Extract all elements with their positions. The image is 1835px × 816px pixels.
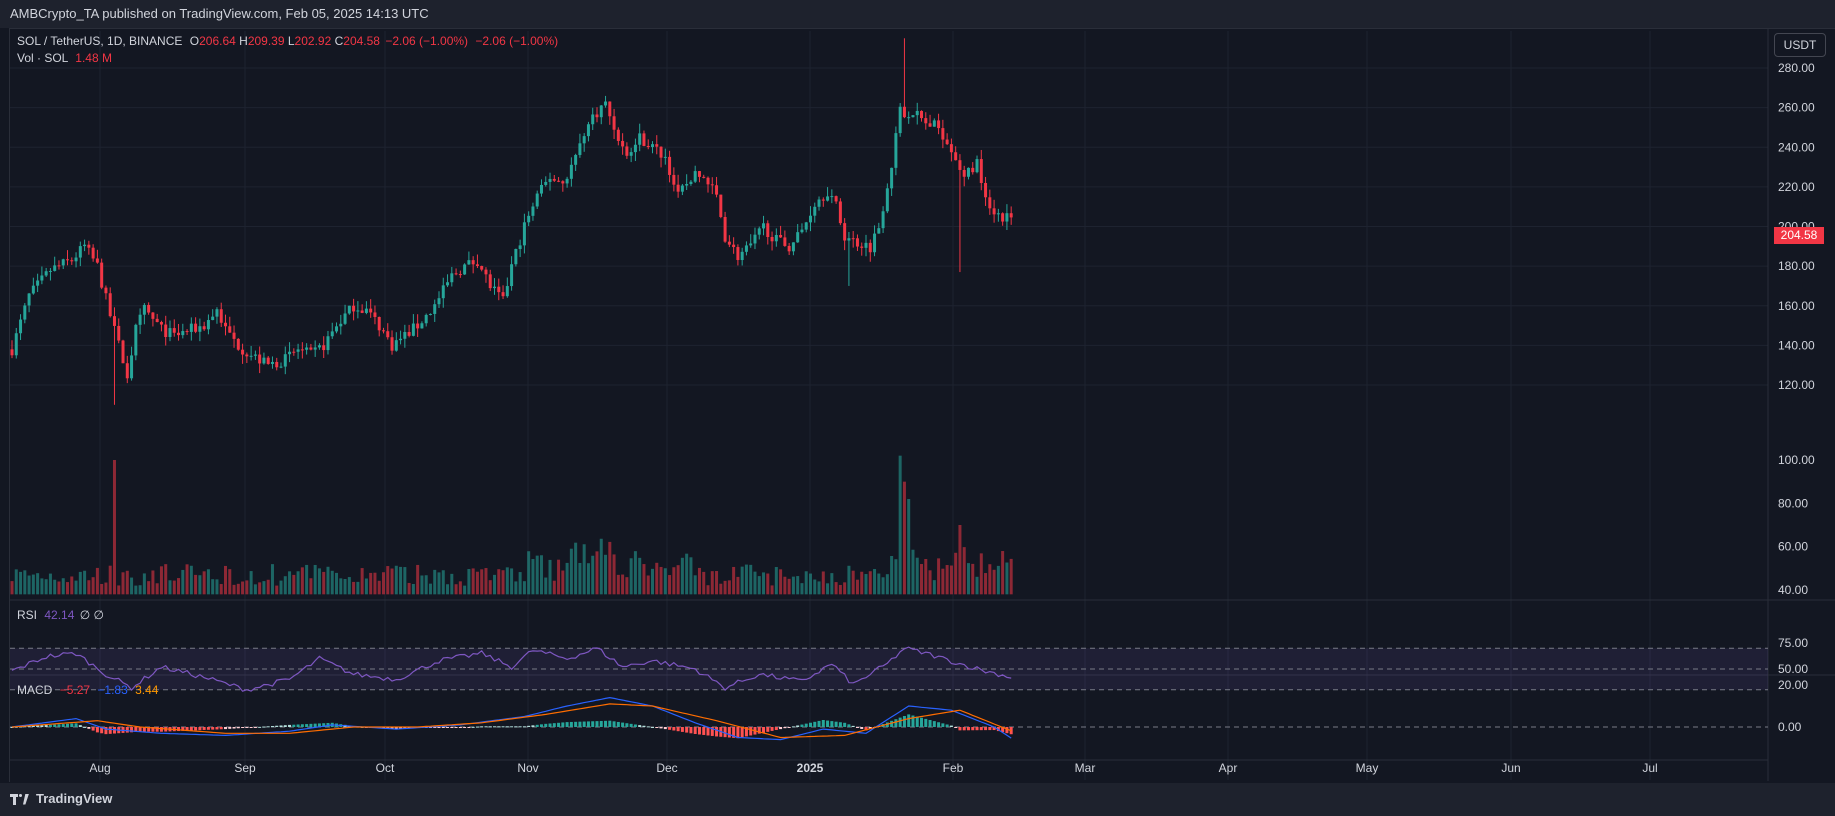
macd-signal-value: −1.83	[97, 683, 128, 697]
close-value: 204.58	[343, 34, 380, 48]
rsi-legend: RSI 42.14 ∅ ∅	[17, 608, 104, 622]
change-value: −2.06 (−1.00%)	[385, 34, 469, 48]
rsi-extra: ∅ ∅	[79, 608, 104, 622]
volume-label[interactable]: Vol · SOL	[17, 51, 68, 65]
high-label: H	[239, 34, 248, 48]
currency-button[interactable]: USDT	[1774, 33, 1826, 57]
footer-brand: TradingView	[36, 791, 113, 806]
symbol-label[interactable]: SOL / TetherUS, 1D, BINANCE	[17, 34, 183, 48]
publisher-bar: AMBCrypto_TA published on TradingView.co…	[0, 0, 1835, 28]
last-price-tag: 204.58	[1774, 227, 1824, 244]
change-value-2: −2.06 (−1.00%)	[475, 34, 559, 48]
low-label: L	[287, 34, 295, 48]
open-label: O	[189, 34, 200, 48]
chart-frame[interactable]	[9, 28, 1835, 782]
footer-bar: TradingView	[0, 783, 1835, 816]
volume-value: 1.48 M	[75, 51, 112, 65]
tradingview-logo-icon	[10, 792, 30, 806]
open-value: 206.64	[199, 34, 236, 48]
low-value: 202.92	[294, 34, 332, 48]
ohlc-legend: SOL / TetherUS, 1D, BINANCE O206.64 H209…	[17, 34, 558, 48]
high-value: 209.39	[247, 34, 285, 48]
macd-legend: MACD −5.27 −1.83 3.44	[17, 683, 158, 697]
volume-legend: Vol · SOL 1.48 M	[17, 51, 112, 65]
macd-value: −5.27	[59, 683, 91, 697]
macd-hist-value: 3.44	[135, 683, 159, 697]
rsi-label[interactable]: RSI	[17, 608, 38, 622]
rsi-value: 42.14	[44, 608, 75, 622]
tradingview-logo[interactable]: TradingView	[10, 791, 112, 806]
close-label: C	[334, 34, 344, 48]
publisher-text: AMBCrypto_TA published on TradingView.co…	[10, 6, 429, 21]
macd-label[interactable]: MACD	[17, 683, 53, 697]
